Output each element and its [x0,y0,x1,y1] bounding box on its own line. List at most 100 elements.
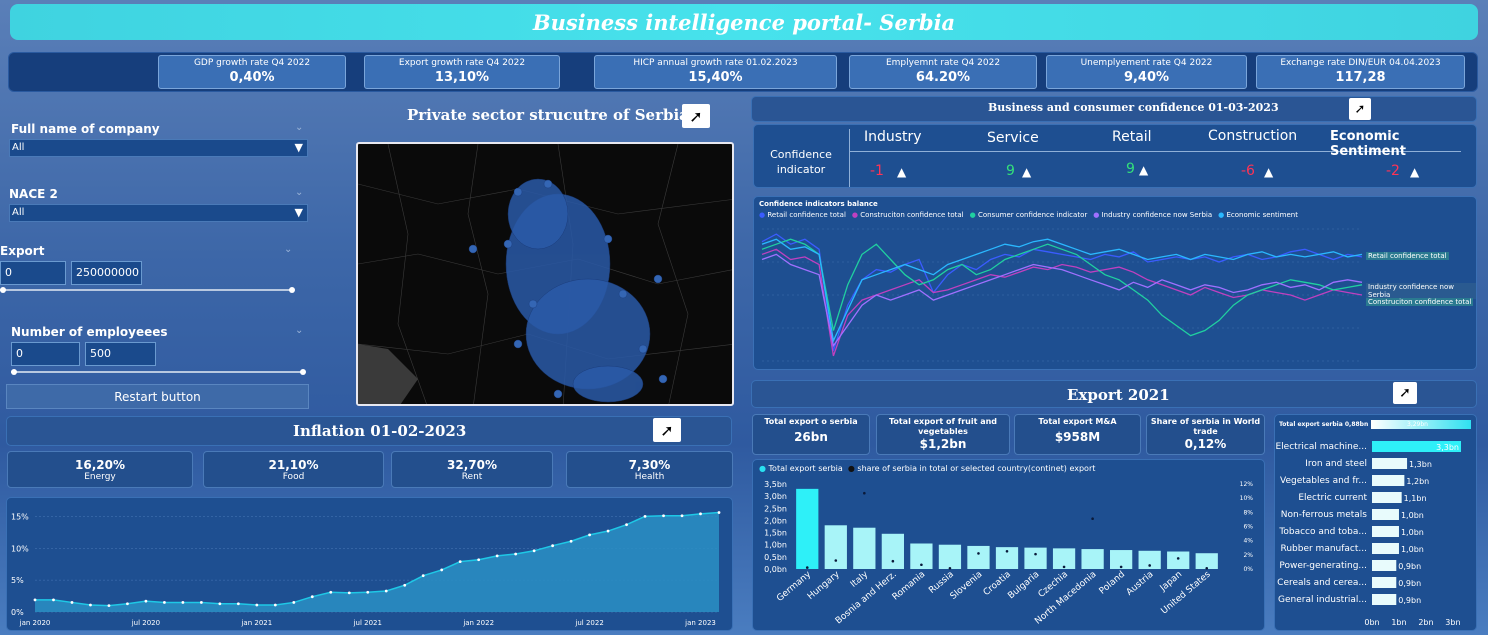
export-slider-handle-min[interactable] [0,287,6,293]
chevron-down-icon[interactable]: ⌄ [295,325,304,336]
up-triangle-icon: ▲ [1264,165,1274,179]
bar [910,543,933,569]
data-point [477,558,481,562]
export-country-chart[interactable]: 0,0bn 0,5bn 1,0bn 1,5bn 2,0bn 2,5bn 3,0bn 3,5bn… [753,474,1266,632]
y-tick-label: 10% [11,544,29,553]
y-tick-label: 3,5bn [764,480,787,489]
y2-tick-label: 8% [1243,509,1253,516]
x-tick-label: 2bn [1418,618,1433,627]
chevron-down-icon[interactable]: ⌄ [295,122,304,133]
inflation-label: Food [282,472,305,482]
kpi-value: 15,40% [688,70,743,85]
expand-arrow-icon[interactable]: ➚ [682,104,710,128]
share-marker [1005,549,1009,553]
share-marker [1205,566,1209,570]
x-tick-label: jul 2022 [574,619,603,627]
company-select[interactable]: All ▼ [9,139,308,157]
confidence-balance-chart[interactable] [754,221,1478,371]
export-card-value: $1,2bn [919,437,967,451]
legend-item: ● Construciton confidence total [851,211,964,219]
share-marker [1034,552,1037,556]
x-tick-label: Slovenia [949,570,985,602]
bar [1372,594,1397,605]
nace-filter-label: NACE 2 [9,187,58,201]
data-point [717,511,721,514]
expand-arrow-icon[interactable]: ➚ [1349,98,1371,120]
series-label-construction: Construciton confidence total [1366,298,1474,306]
data-point [569,539,573,543]
divider [849,129,850,187]
bar [1052,548,1076,569]
bar [824,525,847,569]
inflation-chart[interactable]: 0% 5% 10% 15% jan 2020 jul 2020 jan 2021 jul 20… [7,498,734,632]
chevron-down-icon[interactable]: ⌄ [284,244,293,255]
data-point [310,595,314,599]
legend-item: ● Retail confidence total [759,211,846,219]
y2-tick-label: 4% [1243,538,1253,545]
adriatic-area [358,344,418,404]
data-point [680,514,684,518]
data-point [606,529,610,533]
export-products-chart[interactable]: Electrical machine... 3,3bn Iron and steel… [1275,435,1478,632]
data-point [329,590,333,594]
restart-button[interactable]: Restart button [6,384,309,409]
data-point [236,602,240,606]
serbia-map[interactable] [358,144,734,406]
employees-filter-label: Number of employeees [11,325,168,339]
category-label: Vegetables and fr... [1280,476,1367,486]
confidence-value-service: 9 [1006,163,1015,179]
nace-select[interactable]: All ▼ [9,204,308,222]
share-marker [805,566,809,569]
export-slider-track[interactable] [0,289,294,291]
series-line [761,253,1363,348]
export-min-input[interactable]: 0 [0,261,66,285]
export-card-value: $958M [1054,430,1101,444]
category-label: Electrical machine... [1276,442,1368,452]
y2-tick-label: 12% [1240,481,1254,488]
inflation-line [35,511,720,607]
inflation-label: Rent [461,472,483,482]
chevron-down-icon[interactable]: ⌄ [295,187,304,198]
confidence-row-label: Confidence indicator [770,148,832,176]
confidence-value-industry: -1 [870,163,884,179]
confidence-col-construction: Construction [1208,128,1298,144]
data-point [699,512,702,516]
x-tick-label: 0bn [1364,618,1379,627]
employees-max-input[interactable]: 500 [85,342,156,366]
share-marker [1062,565,1066,569]
inflation-value: 16,20% [75,458,125,472]
bar [1110,550,1133,569]
x-tick-label: 1bn [1391,618,1406,627]
expand-arrow-icon[interactable]: ➚ [653,418,681,442]
data-point [384,589,388,593]
data-point [440,568,444,572]
data-label: 1,1bn [1404,494,1427,503]
employees-min-input[interactable]: 0 [11,342,80,366]
export-max-input[interactable]: 250000000 [71,261,142,285]
employees-slider-handle-min[interactable] [11,369,17,375]
export-slider-handle-max[interactable] [289,287,295,293]
category-label: Rubber manufact... [1280,544,1367,554]
category-label: Cereals and cerea... [1277,578,1367,588]
x-tick-label: Germany [775,569,814,604]
map-panel[interactable] [356,142,734,406]
export-country-panel: ● Total export serbia ● share of serbia … [752,459,1265,631]
kpi-value: 13,10% [434,70,490,85]
employees-slider-track[interactable] [11,371,305,373]
bar [1372,526,1399,537]
kpi-card-exchange: Exchange rate DIN/EUR 04.04.2023 117,28 [1256,55,1465,89]
y-tick-label: 2,5bn [764,504,787,513]
kpi-value: 117,28 [1335,70,1386,85]
confidence-value-sentiment: -2 [1386,163,1400,179]
y2-tick-label: 2% [1243,552,1253,559]
nace-select-value: All [12,207,25,218]
kpi-card-hicp: HICP annual growth rate 01.02.2023 15,40… [594,55,837,89]
export-products-panel: Total export serbia 0,88bn 3,29bn Electr… [1274,414,1477,631]
map-title: Private sector strucutre of Serbia [407,106,689,124]
data-label: 0,9bn [1398,562,1421,571]
employees-slider-handle-max[interactable] [300,369,306,375]
expand-arrow-icon[interactable]: ➚ [1393,382,1417,404]
data-label: 1,0bn [1401,545,1424,554]
kpi-card-gdp: GDP growth rate Q4 2022 0,40% [158,55,346,89]
inflation-card-energy: 16,20% Energy [7,451,193,488]
